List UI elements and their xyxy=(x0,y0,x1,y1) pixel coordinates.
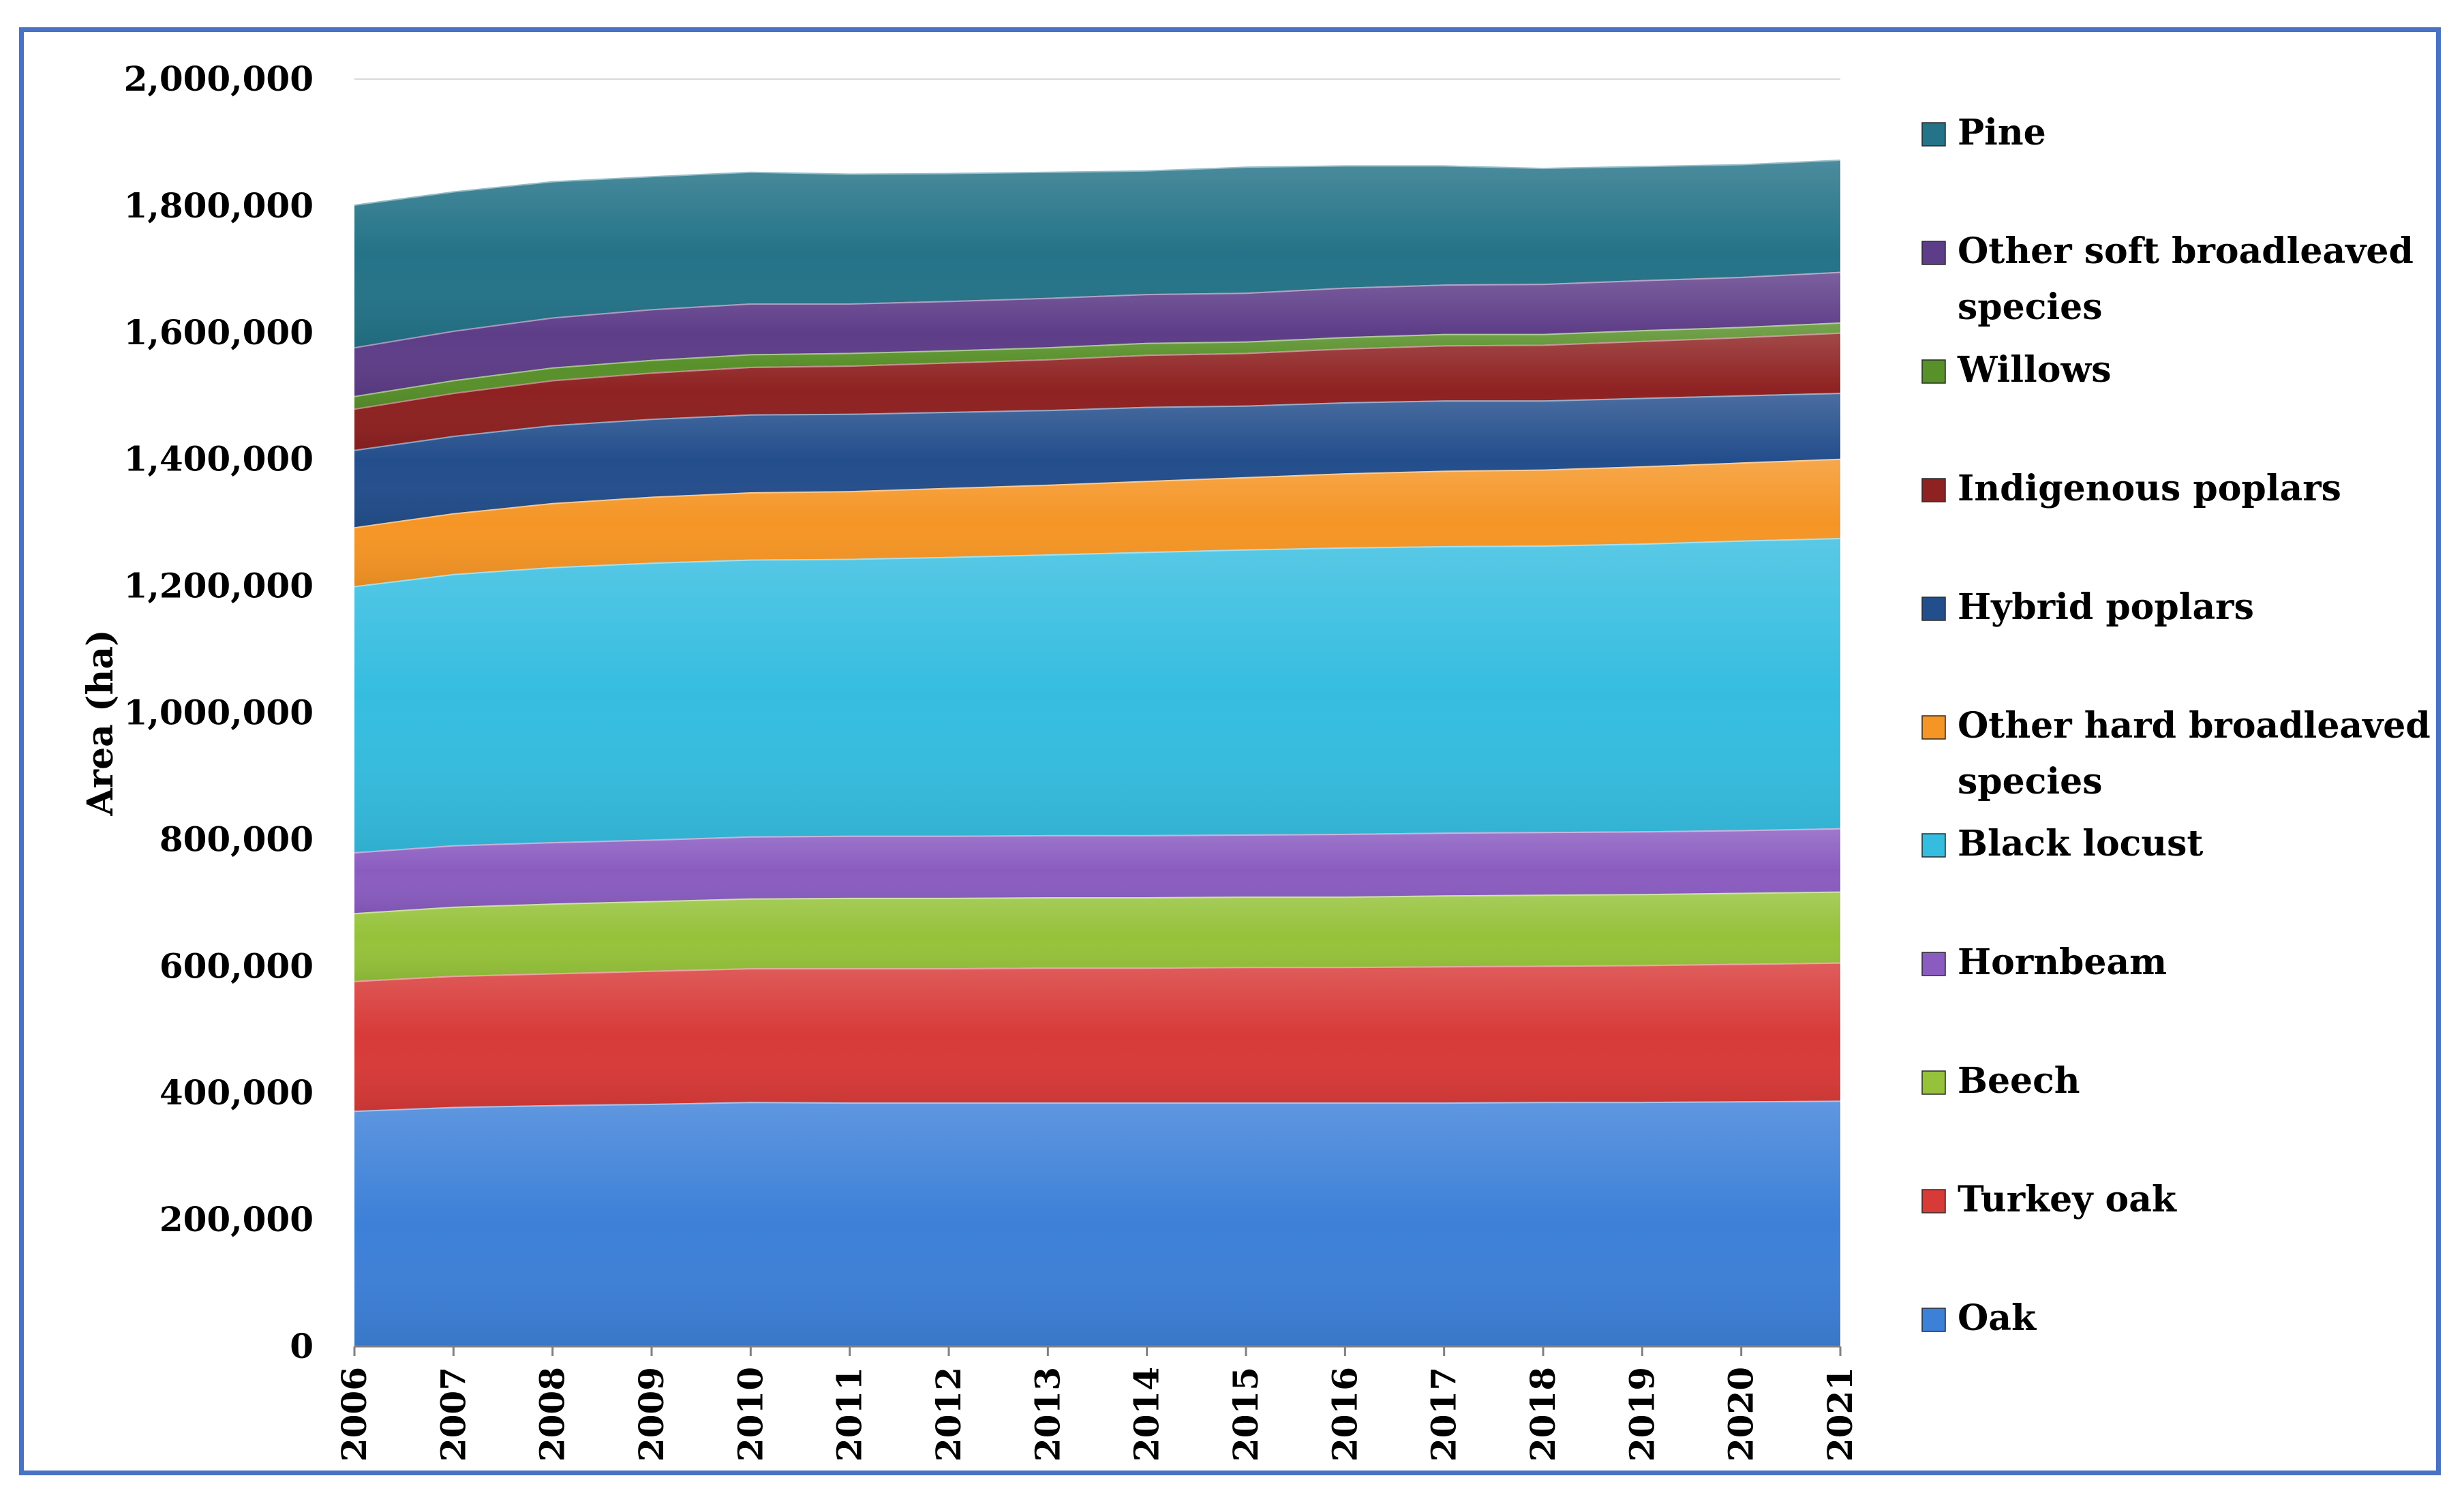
legend-swatch-other-hard-broadleaved-species xyxy=(1921,715,1946,740)
x-tick-label: 2007 xyxy=(433,1367,473,1462)
x-tick-label: 2009 xyxy=(631,1367,671,1462)
legend-swatch-hybrid-poplars xyxy=(1921,597,1946,621)
x-tick-label: 2006 xyxy=(334,1367,374,1462)
y-tick-label: 800,000 xyxy=(159,819,314,859)
area-shading-black-locust xyxy=(354,538,1840,852)
y-tick-label: 1,600,000 xyxy=(124,312,314,352)
y-tick-label: 400,000 xyxy=(159,1072,314,1113)
area-shading-beech xyxy=(354,891,1840,981)
legend-label-black-locust: Black locust xyxy=(1958,823,2203,864)
area-shading-oak xyxy=(354,1100,1840,1346)
legend-label-willows: Willows xyxy=(1957,349,2111,391)
y-tick-label: 200,000 xyxy=(159,1199,314,1239)
y-tick-label: 1,800,000 xyxy=(124,185,314,226)
legend-label-indigenous-poplars: Indigenous poplars xyxy=(1958,468,2341,509)
x-tick-label: 2020 xyxy=(1721,1367,1761,1462)
y-tick-label: 1,200,000 xyxy=(124,566,314,606)
y-tick-label: 1,000,000 xyxy=(124,693,314,733)
legend-swatch-pine xyxy=(1921,122,1946,147)
x-tick-label: 2011 xyxy=(830,1367,870,1462)
x-tick-label: 2010 xyxy=(730,1367,770,1462)
legend-swatch-indigenous-poplars xyxy=(1921,478,1946,502)
area-edge-pine xyxy=(354,158,1841,206)
legend-label-pine: Pine xyxy=(1958,112,2046,153)
legend-swatch-beech xyxy=(1921,1070,1946,1095)
legend-label-beech: Beech xyxy=(1958,1060,2080,1102)
legend: Pine Other soft broadleaved species Willows… xyxy=(1921,112,2431,1339)
x-tick-label: 2016 xyxy=(1324,1367,1365,1462)
area-shading-hybrid-poplars xyxy=(354,393,1840,528)
legend-label-other-soft-broadleaved-species: Other soft broadleaved species xyxy=(1958,230,2414,328)
y-tick-label: 600,000 xyxy=(159,946,314,986)
y-axis-label: Area (ha) xyxy=(80,629,121,816)
x-tick-label: 2017 xyxy=(1424,1367,1464,1462)
legend-label-oak: Oak xyxy=(1958,1297,2037,1339)
x-tick-label: 2019 xyxy=(1622,1367,1662,1462)
area-shading-willows xyxy=(354,322,1840,409)
legend-swatch-turkey-oak xyxy=(1921,1189,1946,1213)
legend-label-hybrid-poplars: Hybrid poplars xyxy=(1958,586,2254,628)
area-shading-other-soft-broadleaved-species xyxy=(354,271,1840,396)
y-tick-label: 0 xyxy=(290,1326,314,1366)
legend-label-hornbeam: Hornbeam xyxy=(1958,941,2167,983)
legend-label-turkey-oak: Turkey oak xyxy=(1958,1179,2177,1220)
area-shading-indigenous-poplars xyxy=(354,332,1840,450)
area-shading-pine xyxy=(354,160,1840,348)
legend-swatch-willows xyxy=(1921,359,1946,384)
area-shading-hornbeam xyxy=(354,828,1840,914)
x-tick-label: 2008 xyxy=(532,1367,573,1462)
x-tick-label: 2012 xyxy=(928,1367,969,1462)
axes: 0 200,000 400,000 600,000 800,000 1,000,000 1,… xyxy=(124,59,1860,1462)
legend-swatch-black-locust xyxy=(1921,833,1946,858)
legend-label-other-hard-broadleaved-species: Other hard broadleaved species xyxy=(1958,705,2431,802)
legend-swatch-hornbeam xyxy=(1921,952,1946,976)
area-shading-turkey-oak xyxy=(354,962,1840,1111)
y-tick-label: 1,400,000 xyxy=(124,439,314,479)
legend-swatch-oak xyxy=(1921,1308,1946,1332)
x-tick-label: 2015 xyxy=(1226,1367,1266,1462)
area-shading-other-hard-broadleaved-species xyxy=(354,458,1840,586)
y-tick-label: 2,000,000 xyxy=(124,59,314,99)
x-tick-label: 2013 xyxy=(1027,1367,1067,1462)
x-tick-label: 2018 xyxy=(1523,1367,1563,1462)
legend-swatch-other-soft-broadleaved-species xyxy=(1921,241,1946,265)
x-tick-label: 2021 xyxy=(1820,1367,1860,1462)
x-tick-label: 2014 xyxy=(1127,1367,1167,1462)
area-series xyxy=(354,158,1841,1346)
